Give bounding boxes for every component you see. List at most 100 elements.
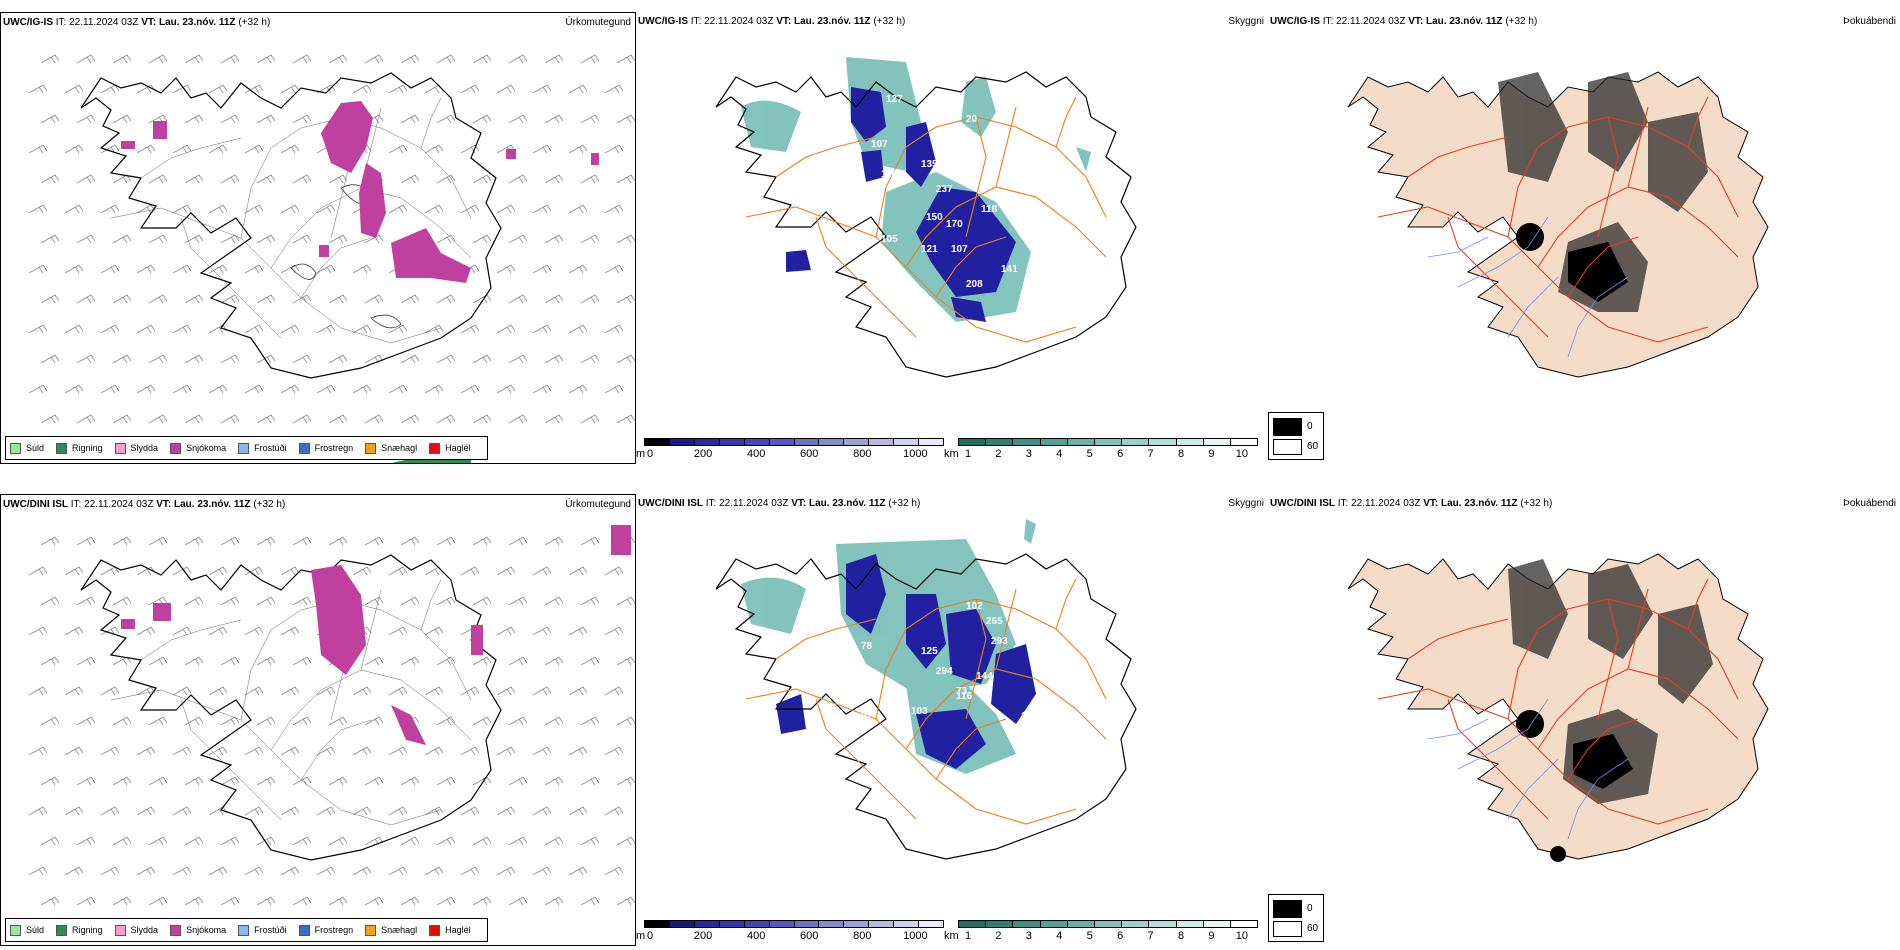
snow-areas (121, 525, 631, 745)
ceiling-unit: m (636, 930, 646, 942)
legend-item-snjokoma: Snjókoma (170, 442, 226, 454)
colorbar-tick: 600 (800, 930, 819, 942)
fog-map (1347, 71, 1769, 378)
panel-title: Þokuábendi (1843, 16, 1896, 27)
panel-title: Þokuábendi (1843, 498, 1896, 509)
colorbar-tick: 3 (1025, 930, 1032, 942)
ceiling-unit: m (636, 448, 646, 460)
ceiling-label: 118 (981, 204, 998, 215)
wind-barbs (28, 54, 635, 424)
legend-item-slydda: Slydda (114, 442, 158, 454)
ceiling-label: 125 (921, 646, 938, 657)
ceiling-colorbar-swatches (644, 920, 944, 928)
colorbar-tick: 2 (995, 930, 1002, 942)
ceiling-label: 92 (861, 711, 873, 722)
colorbar-tick: 5 (1086, 930, 1093, 942)
colorbar-tick: 800 (853, 448, 872, 460)
colorbar-tick: 6 (1117, 930, 1124, 942)
ceiling-label: 127 (886, 94, 903, 105)
panel-header: UWC/IG-IS IT: 22.11.2024 03Z VT: Lau. 23… (638, 16, 906, 27)
snow-areas (121, 101, 599, 283)
colorbar-tick: 8 (1177, 448, 1185, 460)
colorbar-tick: 200 (693, 448, 713, 460)
colorbar-tick: 0 (646, 930, 654, 942)
fog-legend-row1: 0 60 (1268, 412, 1324, 460)
ceiling-colorbar: m 0 200 400 600 800 1000 (636, 920, 946, 942)
fog-map (1347, 553, 1769, 862)
iceland-outline (715, 553, 1137, 860)
ceiling-label: 116 (956, 691, 973, 702)
legend-item-frostudi: Frostúði (238, 442, 287, 454)
colorbar-tick: 0 (646, 448, 654, 460)
ceiling-label: 208 (966, 279, 983, 290)
ceiling-label: 102 (966, 601, 983, 612)
panel-header: UWC/DINI ISL IT: 22.11.2024 03Z VT: Lau.… (638, 498, 921, 509)
colorbar-tick: 8 (1177, 930, 1185, 942)
colorbar-tick: 6 (1117, 448, 1124, 460)
ceiling-label: 73 (956, 686, 968, 697)
legend-item-frostregn: Frostregn (298, 924, 353, 936)
visibility-unit: km (944, 448, 959, 460)
ceiling-label: 237 (936, 184, 953, 195)
panel-header: UWC/IG-IS IT: 22.11.2024 03Z VT: Lau. 23… (3, 17, 271, 28)
ceiling-label: 79 (1036, 249, 1048, 260)
ceiling-label: 20 (966, 114, 978, 125)
colorbar-tick: 2 (995, 448, 1002, 460)
colorbar-tick: 400 (746, 448, 766, 460)
legend-item-frostudi: Frostúði (238, 924, 287, 936)
colorbar-tick: 5 (1086, 448, 1093, 460)
panel-title: Skyggni (1228, 498, 1264, 509)
ceiling-label: 141 (1001, 264, 1018, 275)
ceiling-label: 105 (881, 234, 898, 245)
panel-header: UWC/DINI ISL IT: 22.11.2024 03Z VT: Lau.… (1270, 498, 1553, 509)
ceiling-label: 150 (926, 212, 943, 223)
legend-item-sudl: Súld (10, 442, 44, 454)
visibility-colorbar-swatches (958, 920, 1258, 928)
colorbar-tick: 800 (853, 930, 872, 942)
visibility-colorbar: km 1 2 3 4 5 6 7 8 9 10 (944, 920, 1264, 942)
iceland-outline (80, 72, 502, 379)
ceiling-colorbar-swatches (644, 438, 944, 446)
colorbar-tick: 10 (1235, 930, 1249, 942)
colorbar-tick: 10 (1235, 448, 1249, 460)
panel-title: Skyggni (1228, 16, 1264, 27)
precip-type-panel-row1: UWC/IG-IS IT: 22.11.2024 03Z VT: Lau. 23… (0, 12, 636, 464)
ceiling-label: 294 (936, 666, 953, 677)
precip-type-panel-row2: UWC/DINI ISL IT: 22.11.2024 03Z VT: Lau.… (0, 494, 636, 946)
legend-item-frostregn: Frostregn (298, 442, 353, 454)
ceiling-label: 78 (861, 641, 873, 652)
ceiling-label: 107 (951, 244, 968, 255)
ceiling-label: 103 (911, 706, 928, 717)
legend-item-sudl: Súld (10, 924, 44, 936)
ceiling-label: 121 (921, 244, 938, 255)
cloud-panel-row1: UWC/IG-IS IT: 22.11.2024 03Z VT: Lau. 23… (636, 12, 1268, 464)
ceiling-label: 144 (976, 671, 993, 682)
ceiling-label: 135 (921, 159, 938, 170)
panel-header: UWC/IG-IS IT: 22.11.2024 03Z VT: Lau. 23… (1270, 16, 1538, 27)
legend-item-snjokoma: Snjókoma (170, 924, 226, 936)
ceiling-label: 116 (881, 169, 898, 180)
colorbar-tick: 7 (1147, 448, 1154, 460)
legend-item-slydda: Slydda (114, 924, 158, 936)
precip-legend: Súld Rigning Slydda Snjókoma Frostúði Fr… (5, 918, 488, 942)
legend-item-snaehagl: Snæhagl (365, 924, 417, 936)
legend-item-rigning: Rigning (56, 442, 103, 454)
colorbar-tick: 3 (1025, 448, 1032, 460)
ceiling-label: 265 (986, 616, 1003, 627)
colorbar-tick: 1 (964, 448, 972, 460)
ceiling-label: 102 (1021, 711, 1038, 722)
colorbar-tick: 9 (1208, 448, 1215, 460)
fog-heavy-area (1516, 710, 1633, 862)
cloud-teal-areas (741, 57, 1091, 322)
precip-map (28, 54, 635, 463)
ceiling-label: 107 (871, 139, 888, 150)
ceiling-label: 293 (991, 636, 1008, 647)
fog-panel-row2: UWC/DINI ISL IT: 22.11.2024 03Z VT: Lau.… (1268, 494, 1900, 946)
iceland-outline (80, 554, 502, 861)
colorbar-tick: 1 (964, 930, 972, 942)
precip-legend: Súld Rigning Slydda Snjókoma Frostúði Fr… (5, 436, 488, 460)
cloud-blue-areas (776, 554, 1036, 769)
